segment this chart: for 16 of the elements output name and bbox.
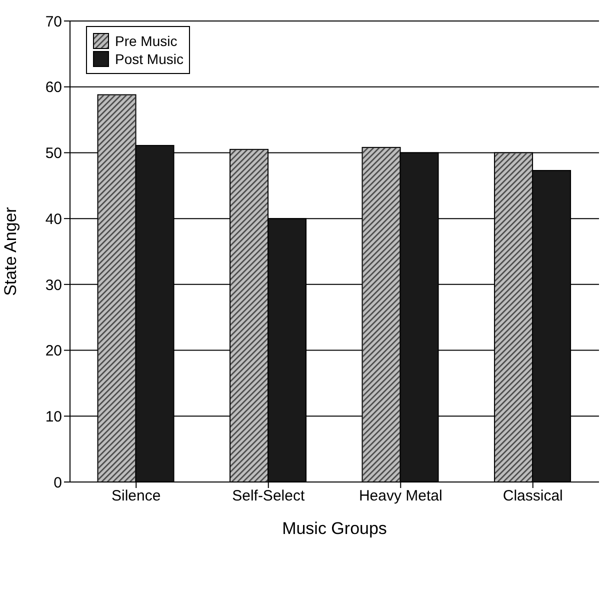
y-tick-label: 40 [45, 210, 62, 228]
y-tick-label: 20 [45, 342, 62, 360]
x-axis-title: Music Groups [282, 519, 387, 538]
y-axis-title: State Anger [1, 206, 20, 296]
y-tick-label: 10 [45, 408, 62, 426]
x-tick-label: Heavy Metal [358, 488, 442, 505]
y-tick-label: 60 [45, 79, 62, 96]
x-tick-label: Silence [112, 488, 161, 505]
x-tick-label: Self-Select [232, 488, 306, 505]
y-tick-label: 0 [54, 474, 62, 492]
legend-label: Post Music [115, 51, 184, 67]
x-tick-label: Classical [502, 488, 563, 505]
y-tick-label: 30 [45, 276, 62, 294]
y-tick-label: 50 [45, 145, 62, 162]
y-tick-label: 70 [45, 13, 62, 30]
legend-label: Pre Music [115, 33, 178, 49]
